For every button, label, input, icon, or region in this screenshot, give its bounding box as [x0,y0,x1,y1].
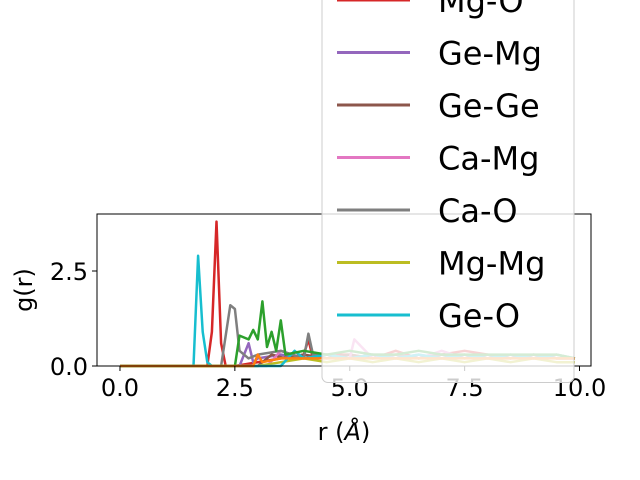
legend-box [321,0,575,383]
legend-label-ca-mg: Ca-Mg [438,140,539,178]
legend-label-mg-mg: Mg-Mg [438,245,545,283]
legend-label-ca-o: Ca-O [438,192,518,230]
x-axis-label: r (Å) [318,417,371,446]
y-tick-label: 2.5 [50,258,88,286]
y-tick-label: 0.0 [50,353,88,381]
legend-label-ge-ge: Ge-Ge [438,87,540,125]
legend-label-mg-o: Mg-O [438,0,524,20]
x-tick-label: 0.0 [101,374,139,402]
legend-label-ge-o: Ge-O [438,297,520,335]
y-axis-label: g(r) [10,268,38,312]
x-tick-label: 2.5 [216,374,254,402]
legend: Mg-O Ge-Mg Ge-Ge Ca-Mg Ca-O Mg-Mg Ge-O [321,0,575,383]
legend-label-ge-mg: Ge-Mg [438,35,542,73]
y-axis: 0.0 2.5 [50,258,97,381]
